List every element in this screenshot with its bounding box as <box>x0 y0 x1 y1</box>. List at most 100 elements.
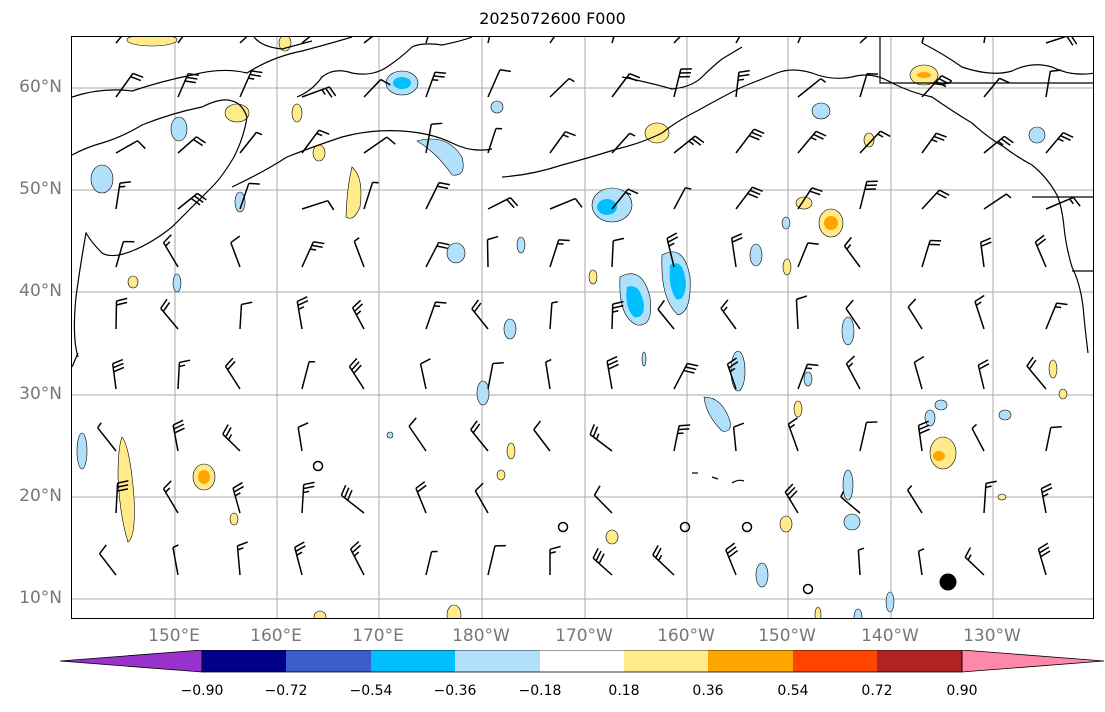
lat-label-30n: 30°N <box>19 384 62 404</box>
wind-barb-icon <box>340 484 365 514</box>
storm-marker <box>939 573 957 591</box>
colorbar-tick: −0.72 <box>264 683 308 699</box>
wind-barb-icon <box>162 480 179 514</box>
wind-barb-icon <box>115 480 129 514</box>
contour-negative <box>749 243 763 267</box>
wind-barb-icon <box>486 235 499 268</box>
wind-barb-icon <box>549 130 576 154</box>
wind-barb-icon <box>177 192 207 210</box>
contour-negative <box>90 164 114 194</box>
contour-positive <box>127 275 139 289</box>
contour-positive <box>814 606 822 618</box>
wind-barb-icon <box>487 127 503 154</box>
colorbar-extend-high <box>961 650 1105 673</box>
wind-barb-icon <box>363 136 396 154</box>
wind-barb-icon <box>177 359 191 390</box>
wind-barb-icon <box>611 188 639 210</box>
wind-barb-icon <box>236 541 249 576</box>
lon-label-180w: 180°W <box>452 626 510 646</box>
contour-negative <box>626 286 644 318</box>
wind-barb-icon <box>549 239 570 268</box>
lon-label-150e: 150°E <box>148 626 200 646</box>
lon-label-140w: 140°W <box>861 626 919 646</box>
wind-barb-icon <box>115 72 144 98</box>
wind-barb-icon <box>921 239 942 268</box>
wind-barb-icon <box>589 424 613 452</box>
colorbar-tick: −0.36 <box>433 683 477 699</box>
wind-barb-icon <box>859 37 868 44</box>
colorbar-segment <box>708 650 793 672</box>
contour-positive <box>229 512 239 526</box>
map-panel <box>71 36 1094 619</box>
contour-negative <box>1028 126 1046 144</box>
wind-barb-icon <box>921 132 947 154</box>
contour-positive <box>496 469 506 481</box>
wind-barb-icon <box>673 37 681 44</box>
wind-barb-icon <box>726 357 739 390</box>
colorbar-segment <box>624 650 708 672</box>
wind-barb-icon <box>725 542 739 576</box>
calm-circle-icon <box>741 521 753 533</box>
contour-positive <box>793 400 803 418</box>
wind-barb-icon <box>162 234 179 268</box>
contour-positive <box>782 258 792 276</box>
colorbar-segment <box>371 650 455 672</box>
wind-barb-icon <box>177 136 206 154</box>
wind-barb-icon <box>230 235 241 268</box>
lat-label-10n: 10°N <box>19 588 62 608</box>
contour-negative <box>755 562 769 588</box>
wind-barb-icon <box>606 355 619 390</box>
contour-negative <box>597 199 617 215</box>
wind-barb-icon <box>593 485 613 514</box>
wind-barb-icon <box>845 355 861 390</box>
wind-barb-icon <box>549 37 556 44</box>
wind-barb-icon <box>425 181 451 210</box>
contour-negative <box>386 431 394 439</box>
contour-positive <box>126 37 178 47</box>
contour-positive <box>446 604 462 618</box>
wind-barb-icon <box>797 187 823 210</box>
contour-negative <box>998 409 1012 421</box>
wind-barb-icon <box>797 130 827 154</box>
wind-barb-icon <box>977 359 990 390</box>
wind-barb-icon <box>115 240 135 268</box>
lat-label-60n: 60°N <box>19 77 62 97</box>
wind-barb-icon <box>917 548 925 576</box>
wind-barb-icon <box>907 485 923 514</box>
wind-barb-icon <box>544 358 552 390</box>
wind-barb-icon <box>232 481 244 514</box>
wind-barb-icon <box>239 70 263 98</box>
contour-positive <box>291 103 303 123</box>
contour-negative <box>170 116 188 142</box>
wind-barb-icon <box>611 132 636 154</box>
wind-barb-icon <box>1040 483 1053 514</box>
wind-barb-icon <box>363 78 391 98</box>
wind-barb-icon <box>735 37 741 44</box>
contour-negative <box>490 100 504 114</box>
wind-barb-icon <box>921 189 950 210</box>
wind-barb-icon <box>425 122 443 154</box>
contour-negative <box>803 371 813 387</box>
wind-barb-icon <box>979 237 992 268</box>
contour-positive <box>863 132 875 148</box>
wind-barb-icon <box>971 423 985 452</box>
wind-barb-icon <box>97 422 117 452</box>
calm-circle-icon <box>802 583 814 595</box>
graticule <box>72 37 1093 618</box>
contour-positive <box>605 529 619 545</box>
wind-barb-icon <box>1026 356 1047 390</box>
calm-circle-icon <box>312 460 324 472</box>
wind-barb-icon <box>353 237 365 268</box>
wind-barb-icon <box>301 129 330 154</box>
colorbar-segment <box>286 650 371 672</box>
coastline <box>72 37 1093 484</box>
lat-label-20n: 20°N <box>19 486 62 506</box>
contour-negative <box>843 513 861 531</box>
wind-barb-icon <box>425 71 447 98</box>
wind-barb-icon <box>611 72 641 98</box>
wind-barb-icon <box>470 420 489 452</box>
colorbar-tick: −0.90 <box>180 683 224 699</box>
contour-positive <box>198 470 210 484</box>
wind-barb-icon <box>115 37 122 44</box>
wind-barb-icon <box>657 299 675 330</box>
